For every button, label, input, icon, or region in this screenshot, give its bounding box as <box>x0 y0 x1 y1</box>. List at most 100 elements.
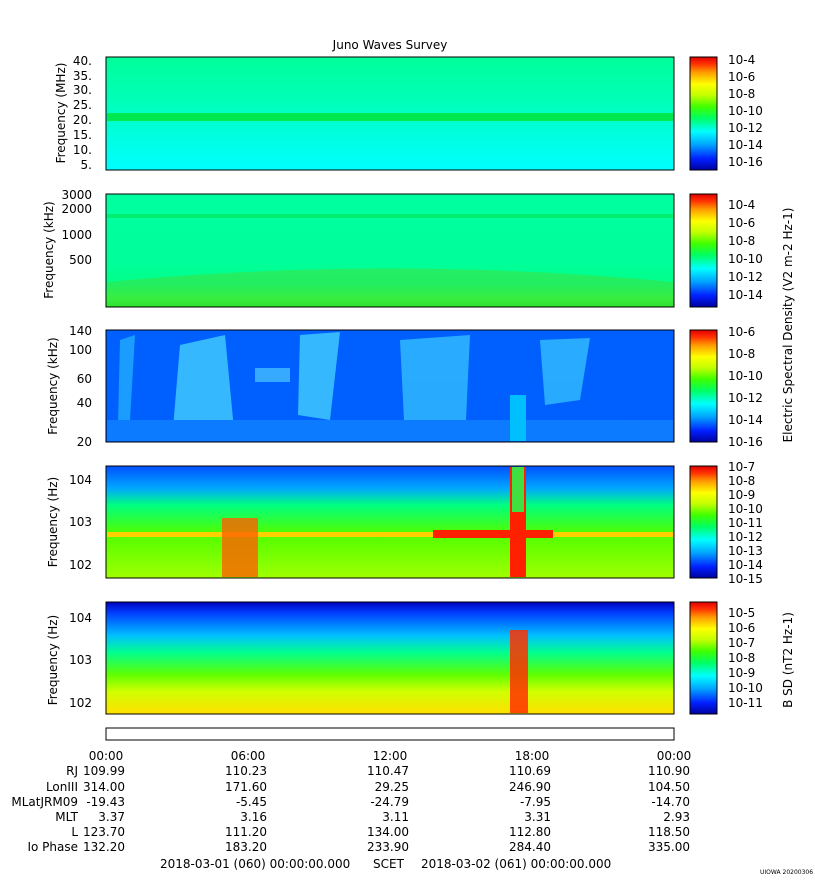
emission-streak <box>540 338 590 405</box>
ephemeris-table: RJ 109.99 110.23 110.47 110.69 110.90 Lo… <box>11 764 690 854</box>
colorbar-tick-label: 10-10 <box>728 369 763 383</box>
colorbar-tick-label: 10-6 <box>728 70 755 84</box>
colorbar-tick-label: 10-14 <box>728 558 763 572</box>
panel-4-cross-top <box>512 467 524 512</box>
ephemeris-label: L <box>71 825 78 839</box>
colorbar-tick-label: 10-4 <box>728 198 755 212</box>
footer-stamp: UIOWA 20200306 <box>760 869 813 876</box>
time-label: 12:00 <box>373 749 408 763</box>
y-tick-label: 104 <box>69 473 92 487</box>
y-tick-label: 10. <box>73 143 92 157</box>
ephemeris-label: MLatJRM09 <box>11 795 78 809</box>
y-tick-label: 102 <box>69 696 92 710</box>
colorbar-tick-label: 10-6 <box>728 216 755 230</box>
footer-mid: SCET <box>373 857 405 871</box>
panel-1-yticks: 40. 35. 30. 25. 20. 15. 10. 5. <box>73 54 92 172</box>
emission-spike <box>510 395 526 441</box>
y-tick-label: 100 <box>69 343 92 357</box>
colorbar-tick-label: 10-14 <box>728 138 763 152</box>
emission-patch <box>255 368 290 382</box>
y-tick-label: 103 <box>69 653 92 667</box>
panel-2: 3000 2000 1000 500 Frequency (kHz) 10-4 … <box>42 188 763 308</box>
ephemeris-value: 335.00 <box>648 840 690 854</box>
ephemeris-value: 104.50 <box>648 780 690 794</box>
ephemeris-value: 183.20 <box>225 840 267 854</box>
ephemeris-value: 112.80 <box>509 825 551 839</box>
ephemeris-label: LonIII <box>46 780 78 794</box>
colorbar-tick-label: 10-8 <box>728 234 755 248</box>
colorbar-tick-label: 10-12 <box>728 270 763 284</box>
y-axis-label: Frequency (MHz) <box>54 63 68 164</box>
colorbar-axis-label-magnetic: B SD (nT2 Hz-1) <box>781 612 795 708</box>
y-tick-label: 104 <box>69 611 92 625</box>
emission-floor <box>107 420 673 441</box>
y-tick-label: 102 <box>69 558 92 572</box>
panel-4-burst <box>222 518 258 577</box>
emission-streak <box>298 332 340 420</box>
ephemeris-value: 110.69 <box>509 764 551 778</box>
ephemeris-value: 109.99 <box>83 764 125 778</box>
colorbar-tick-label: 10-16 <box>728 435 763 449</box>
panel-5-plot <box>105 601 675 715</box>
ephemeris-value: 118.50 <box>648 825 690 839</box>
colorbar <box>689 56 718 171</box>
panel-3-emissions <box>107 332 673 441</box>
colorbar <box>689 193 718 308</box>
figure-title: Juno Waves Survey <box>332 38 448 52</box>
colorbar-tick-label: 10-16 <box>728 155 763 169</box>
ephemeris-value: 3.37 <box>98 810 125 824</box>
colorbar-tick-label: 10-9 <box>728 666 755 680</box>
colorbar-tick-label: 10-6 <box>728 621 755 635</box>
time-label: 00:00 <box>657 749 692 763</box>
y-axis-label: Frequency (Hz) <box>46 477 60 568</box>
ephemeris-value: 110.47 <box>367 764 409 778</box>
y-axis-label: Frequency (kHz) <box>46 337 60 434</box>
time-label: 18:00 <box>515 749 550 763</box>
emission-streak <box>118 335 135 425</box>
footer: 2018-03-01 (060) 00:00:00.000 SCET 2018-… <box>160 857 813 876</box>
y-tick-label: 20 <box>77 435 92 449</box>
colorbar-tick-label: 10-10 <box>728 252 763 266</box>
colorbar-tick-label: 10-12 <box>728 391 763 405</box>
colorbar-tick-label: 10-5 <box>728 606 755 620</box>
panel-3: 140 100 60 40 20 Frequency (kHz) 10-6 10… <box>46 324 763 449</box>
ephemeris-value: 110.90 <box>648 764 690 778</box>
ephemeris-value: 111.20 <box>225 825 267 839</box>
y-tick-label: 2000 <box>61 202 92 216</box>
panel-4-plot <box>105 465 675 579</box>
y-tick-label: 40. <box>73 54 92 68</box>
y-tick-label: 20. <box>73 113 92 127</box>
y-tick-label: 5. <box>81 158 92 172</box>
colorbar-tick-label: 10-9 <box>728 488 755 502</box>
ephemeris-label: RJ <box>66 764 78 778</box>
ephemeris-value: -14.70 <box>651 795 690 809</box>
colorbar-tick-label: 10-13 <box>728 544 763 558</box>
colorbar <box>689 465 718 579</box>
colorbar-tick-label: 10-12 <box>728 121 763 135</box>
y-tick-label: 140 <box>69 324 92 338</box>
ephemeris-label: Io Phase <box>27 840 78 854</box>
panel-5-burst <box>510 630 528 713</box>
ephemeris-value: 3.11 <box>382 810 409 824</box>
panel-1-band <box>107 113 673 121</box>
time-label: 06:00 <box>231 749 266 763</box>
colorbar-tick-label: 10-6 <box>728 325 755 339</box>
panel-5: 104 103 102 Frequency (Hz) 10-5 10-6 10-… <box>46 601 763 715</box>
ephemeris-value: 132.20 <box>83 840 125 854</box>
colorbar-tick-label: 10-12 <box>728 530 763 544</box>
colorbar-tick-label: 10-14 <box>728 413 763 427</box>
emission-streak <box>400 335 470 440</box>
ephemeris-value: 123.70 <box>83 825 125 839</box>
ephemeris-value: -19.43 <box>86 795 125 809</box>
colorbar-tick-label: 10-7 <box>728 636 755 650</box>
y-tick-label: 30. <box>73 83 92 97</box>
y-tick-label: 25. <box>73 98 92 112</box>
ephemeris-value: 29.25 <box>375 780 409 794</box>
colorbar-tick-label: 10-11 <box>728 516 763 530</box>
colorbar-tick-label: 10-8 <box>728 474 755 488</box>
ephemeris-value: -5.45 <box>236 795 267 809</box>
ephemeris-value: -7.95 <box>520 795 551 809</box>
colorbar-tick-label: 10-11 <box>728 696 763 710</box>
y-tick-label: 40 <box>77 396 92 410</box>
